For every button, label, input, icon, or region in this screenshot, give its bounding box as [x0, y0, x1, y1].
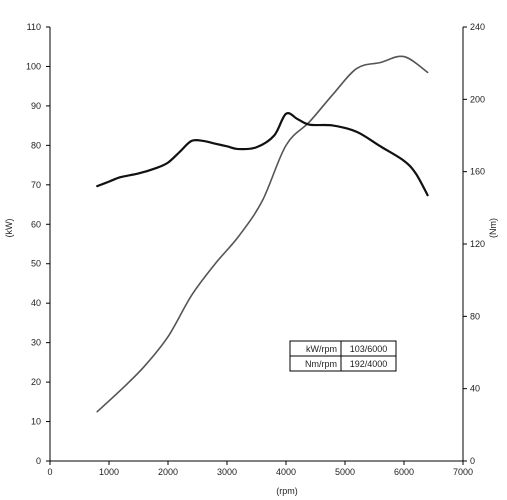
- x-axis-label: (rpm): [276, 486, 298, 496]
- series: [96, 55, 429, 413]
- spec-table: kW/rpm 103/6000 Nm/rpm 192/4000: [289, 340, 397, 372]
- x-tick-label: 1000: [99, 467, 119, 477]
- x-tick-label: 4000: [276, 467, 296, 477]
- y-right-tick-label: 0: [470, 456, 475, 466]
- power-curve: [96, 55, 429, 413]
- x-tick-label: 6000: [394, 467, 414, 477]
- x-tick-label: 0: [47, 467, 52, 477]
- y-right-tick-label: 240: [470, 22, 485, 32]
- y-left-tick-label: 40: [31, 298, 41, 308]
- y-right-tick-label: 80: [470, 311, 480, 321]
- table-row-value: 103/6000: [350, 344, 388, 354]
- torque-curve: [96, 112, 429, 197]
- y-right-tick-label: 200: [470, 94, 485, 104]
- y-right-tick-label: 120: [470, 239, 485, 249]
- table-cell: [340, 355, 397, 372]
- x-tick-label: 2000: [158, 467, 178, 477]
- y-left-tick-label: 30: [31, 338, 41, 348]
- table-row-label: kW/rpm: [306, 344, 337, 354]
- y-right-tick-label: 160: [470, 167, 485, 177]
- y-left-tick-label: 110: [27, 22, 41, 32]
- ticks: 0 1000 2000 3000 4000 5000 6000 700001020304050…: [26, 22, 485, 477]
- table-row-label: Nm/rpm: [305, 359, 337, 369]
- y-left-tick-label: 100: [26, 61, 41, 71]
- y-left-tick-label: 70: [31, 180, 41, 190]
- axes: [49, 27, 464, 462]
- x-tick-label: 7000: [453, 467, 473, 477]
- y-left-tick-label: 0: [36, 456, 41, 466]
- y-axis-left-label: (kW): [4, 219, 14, 238]
- y-left-tick-label: 80: [31, 140, 41, 150]
- y-left-tick-label: 90: [31, 101, 41, 111]
- y-right-tick-label: 40: [470, 384, 480, 394]
- table-row-value: 192/4000: [350, 359, 388, 369]
- y-left-tick-label: 50: [31, 259, 41, 269]
- y-axis-right-label: (Nm): [488, 218, 498, 238]
- y-left-tick-label: 60: [31, 219, 41, 229]
- y-left-tick-label: 10: [31, 417, 41, 427]
- x-tick-label: 5000: [335, 467, 355, 477]
- x-tick-label: 3000: [217, 467, 237, 477]
- y-left-tick-label: 20: [31, 377, 41, 387]
